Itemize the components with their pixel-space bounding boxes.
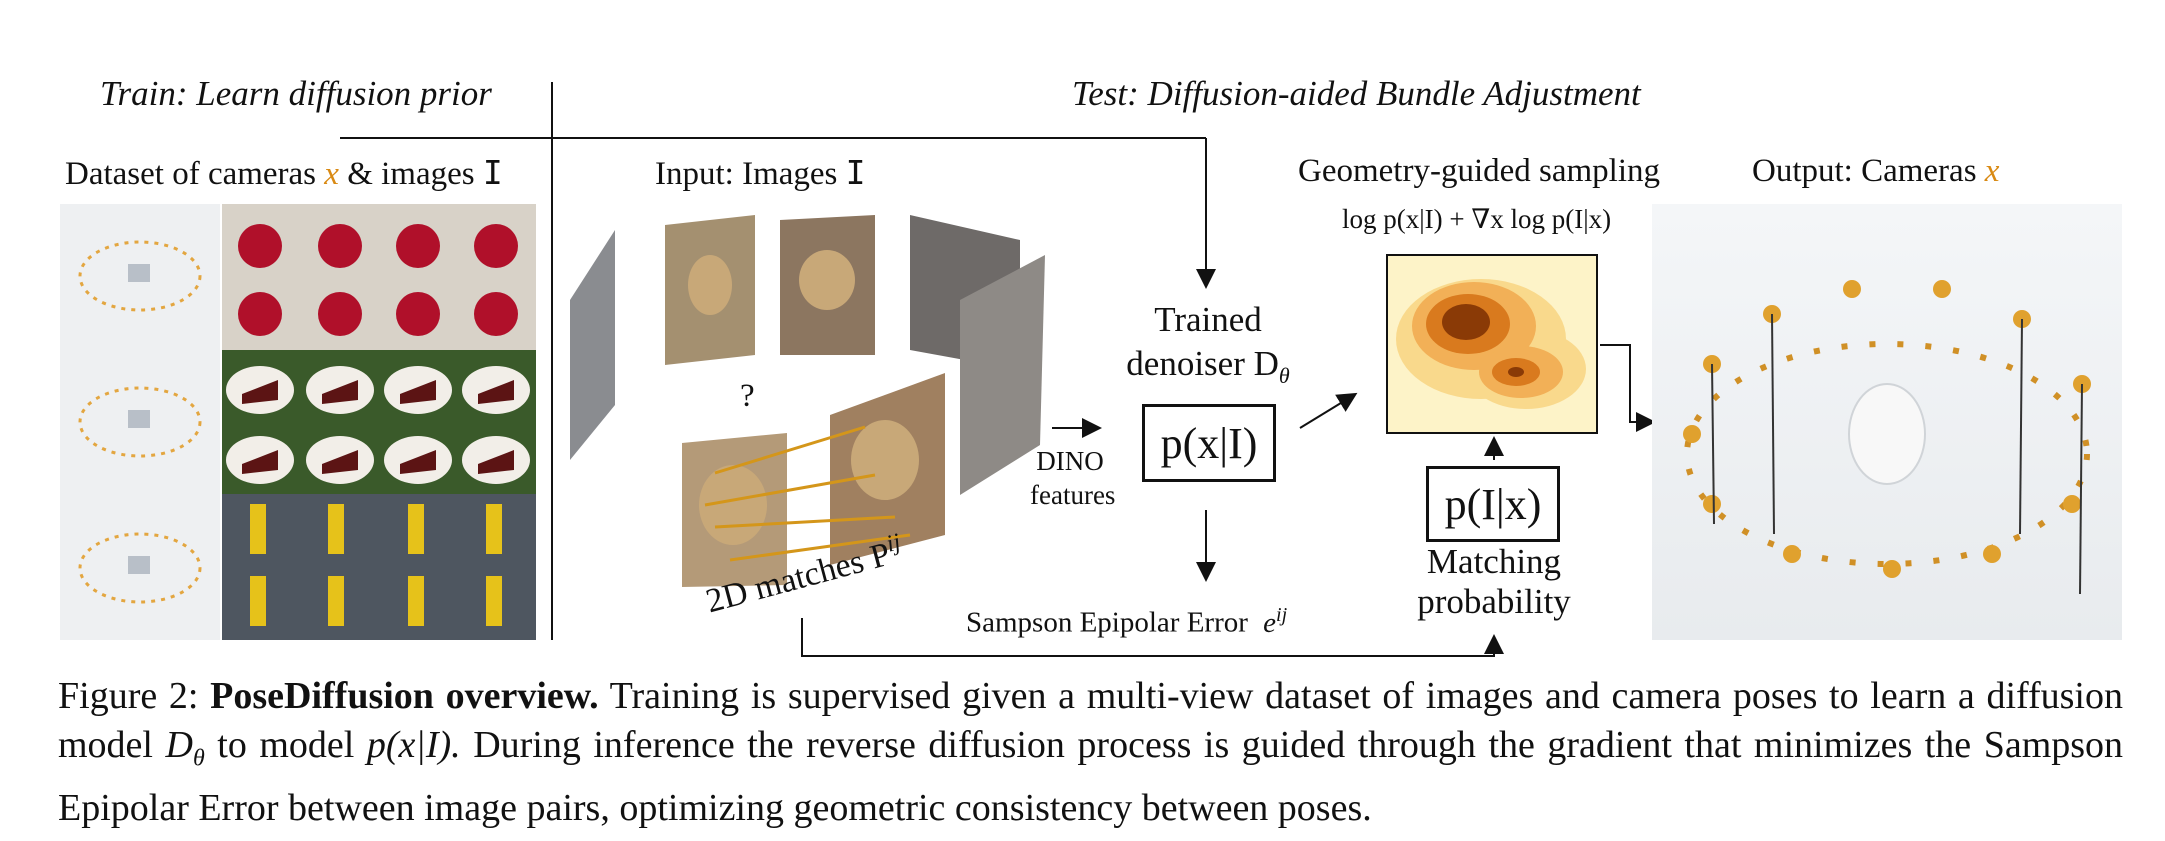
dino-features-label: DINO features <box>1030 446 1116 510</box>
prior-box: p(x|I) <box>1142 404 1276 482</box>
matching-probability-label: Matching probability <box>1417 542 1571 621</box>
camera-rig-icon <box>78 240 202 604</box>
output-cameras-render <box>1652 204 2122 640</box>
input-images <box>570 215 1045 587</box>
dataset-image-grid <box>222 204 536 640</box>
geo-sampling-label: Geometry-guided sampling <box>1298 153 1661 189</box>
output-label: Output: Cameras x <box>1752 153 2000 189</box>
denoiser-label: Trained denoiser Dθ <box>1126 300 1290 388</box>
question-mark: ? <box>740 378 755 414</box>
dataset-label: Dataset of cameras x & images I <box>65 153 503 192</box>
likelihood-box: p(I|x) <box>1426 466 1560 542</box>
figure-caption: Figure 2: PoseDiffusion overview. Traini… <box>58 675 2124 829</box>
sampling-formula: log p(x|I) + ∇x log p(I|x) <box>1342 204 1612 234</box>
input-label: Input: Images I <box>655 153 866 192</box>
test-header: Test: Diffusion-aided Bundle Adjustment <box>1072 74 1641 113</box>
sampson-error-label: Sampson Epipolar Error eij <box>966 604 1288 639</box>
match-lines <box>704 425 911 562</box>
heatmap <box>1386 254 1598 434</box>
camera-rig-thumbnails <box>60 204 220 640</box>
train-header: Train: Learn diffusion prior <box>100 74 492 113</box>
